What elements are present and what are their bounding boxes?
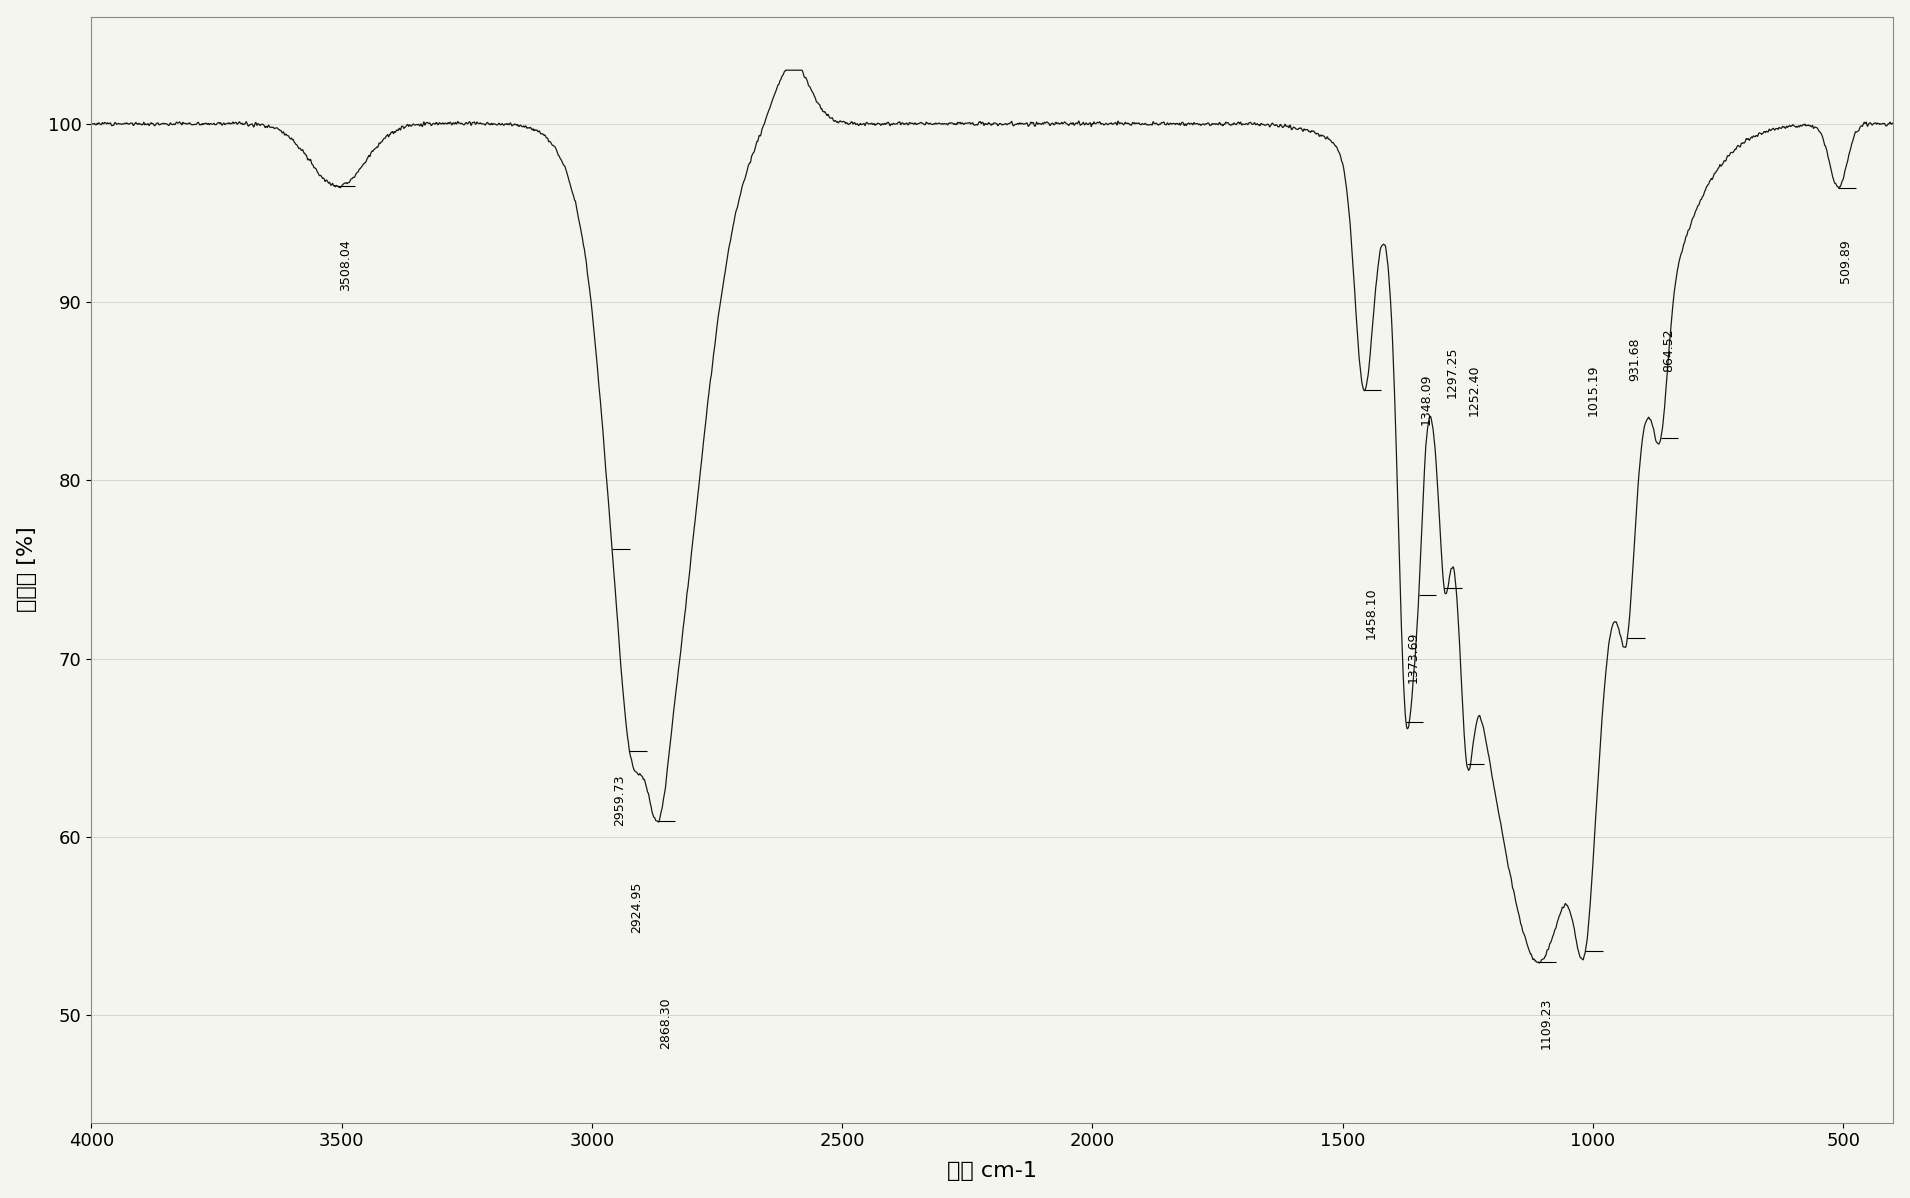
Text: 3508.04: 3508.04 — [338, 240, 351, 291]
X-axis label: 波长 cm-1: 波长 cm-1 — [947, 1161, 1037, 1181]
Text: 864.52: 864.52 — [1662, 328, 1675, 373]
Text: 1348.09: 1348.09 — [1419, 374, 1432, 425]
Text: 2924.95: 2924.95 — [630, 882, 644, 933]
Text: 1252.40: 1252.40 — [1467, 364, 1480, 416]
Text: 509.89: 509.89 — [1839, 240, 1853, 284]
Text: 1458.10: 1458.10 — [1366, 587, 1377, 639]
Text: 1373.69: 1373.69 — [1408, 633, 1419, 683]
Text: 1109.23: 1109.23 — [1539, 998, 1553, 1049]
Text: 2959.73: 2959.73 — [613, 775, 626, 827]
Text: 1297.25: 1297.25 — [1446, 346, 1457, 398]
Y-axis label: 透光率 [%]: 透光率 [%] — [17, 527, 36, 612]
Text: 1015.19: 1015.19 — [1587, 364, 1599, 416]
Text: 931.68: 931.68 — [1627, 338, 1641, 381]
Text: 2868.30: 2868.30 — [659, 998, 672, 1049]
